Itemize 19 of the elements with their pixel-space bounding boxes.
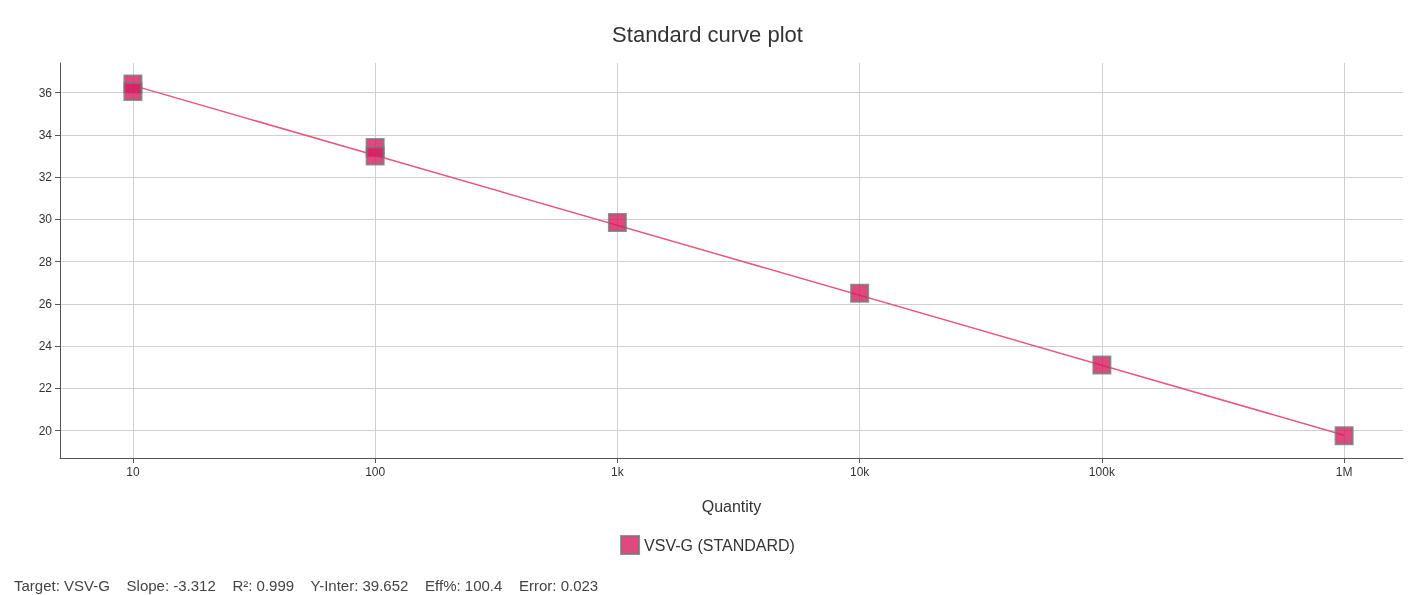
x-axis-title: Quantity	[701, 497, 762, 515]
y-tick-label: 36	[38, 85, 53, 100]
y-tick-label: 28	[38, 254, 53, 269]
y-tick-label: 32	[38, 170, 53, 185]
x-tick-label: 10	[126, 465, 140, 479]
x-tick-label: 100	[365, 465, 386, 479]
y-tick-label: 24	[38, 339, 53, 354]
y-tick-label: 30	[38, 212, 53, 227]
chart-title: Standard curve plot	[612, 21, 803, 47]
y-tick-label: 22	[38, 381, 53, 396]
text: Target: VSV-G Slope: -3.312 R²: 0.999 Y-Inter: 39.652 Eff%: 100.4 Error: 0.023	[14, 577, 599, 594]
x-tick-label: 1M	[1335, 465, 1353, 479]
y-tick-label: 20	[38, 423, 53, 438]
x-tick-label: 10k	[849, 465, 871, 479]
y-tick-label: 34	[38, 127, 53, 142]
y-tick-label: 26	[38, 296, 53, 311]
x-tick-label: 100k	[1088, 465, 1116, 479]
x-tick-label: 1k	[611, 465, 625, 479]
legend-label: VSV-G (STANDARD)	[644, 536, 795, 554]
